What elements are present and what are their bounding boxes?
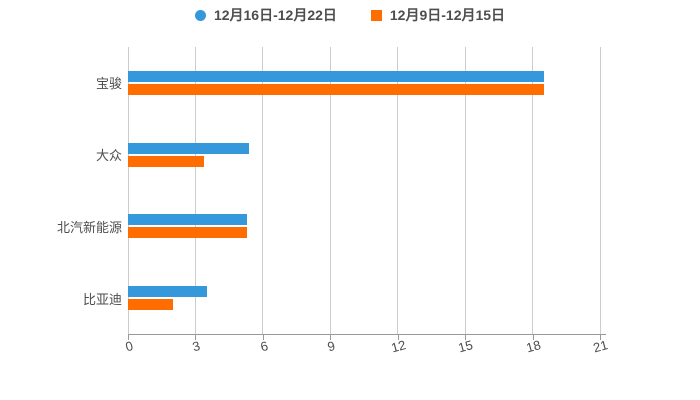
legend-label: 12月16日-12月22日: [213, 7, 337, 23]
legend-label: 12月9日-12月15日: [389, 7, 506, 23]
x-axis-tick-label: 6: [258, 338, 270, 355]
y-axis-labels: 宝骏大众北汽新能源比亚迪: [0, 47, 122, 334]
x-axis-tick-label: 3: [191, 338, 203, 355]
bar-row-2: [128, 119, 600, 191]
x-axis-tick: [262, 335, 264, 340]
legend-item-week-previous[interactable]: 12月9日-12月15日: [370, 5, 506, 25]
gridline: [194, 47, 196, 334]
bar[interactable]: [128, 227, 248, 239]
bar-row-1: [128, 47, 600, 119]
x-axis-tick: [330, 335, 332, 340]
bar-row-4: [128, 262, 600, 334]
x-axis-tick: [600, 335, 601, 340]
x-axis-tick: [195, 335, 197, 340]
x-axis-tick-label: 15: [456, 337, 475, 356]
x-axis-tick: [128, 335, 129, 340]
gridline: [464, 47, 466, 334]
y-axis-label: 比亚迪: [82, 291, 122, 307]
gridline: [329, 47, 331, 334]
x-axis-tick: [465, 335, 467, 340]
bar[interactable]: [128, 155, 205, 167]
bar[interactable]: [128, 214, 248, 226]
gridline: [127, 47, 129, 334]
bar-row-3: [128, 191, 600, 263]
x-axis-tick-label: 18: [524, 337, 542, 356]
gridline: [397, 47, 399, 334]
x-axis-tick-label: 9: [326, 338, 337, 355]
bar[interactable]: [128, 83, 544, 95]
x-axis-tick: [532, 335, 534, 340]
x-axis-tick-label: 0: [123, 338, 135, 355]
legend-item-week-current[interactable]: 12月16日-12月22日: [194, 5, 337, 25]
x-axis-tick-label: 21: [591, 337, 610, 356]
plot-area: [127, 47, 601, 334]
legend-circle-marker: [194, 9, 206, 21]
gridline: [532, 47, 534, 334]
y-axis-label: 大众: [95, 148, 122, 164]
gridline: [262, 47, 264, 334]
y-axis-label: 北汽新能源: [56, 219, 122, 235]
y-axis-label: 宝骏: [95, 76, 122, 92]
x-axis-tick: [397, 335, 399, 340]
bar[interactable]: [128, 70, 544, 82]
legend: 12月16日-12月22日 12月9日-12月15日: [0, 5, 700, 25]
bar[interactable]: [128, 286, 207, 298]
x-axis-line: [128, 334, 606, 335]
x-axis-tick-label: 12: [389, 337, 408, 356]
bar-rows: [128, 47, 600, 334]
gridline: [599, 47, 601, 334]
legend-square-marker: [370, 9, 382, 21]
bar[interactable]: [128, 142, 250, 154]
bar[interactable]: [128, 299, 173, 311]
